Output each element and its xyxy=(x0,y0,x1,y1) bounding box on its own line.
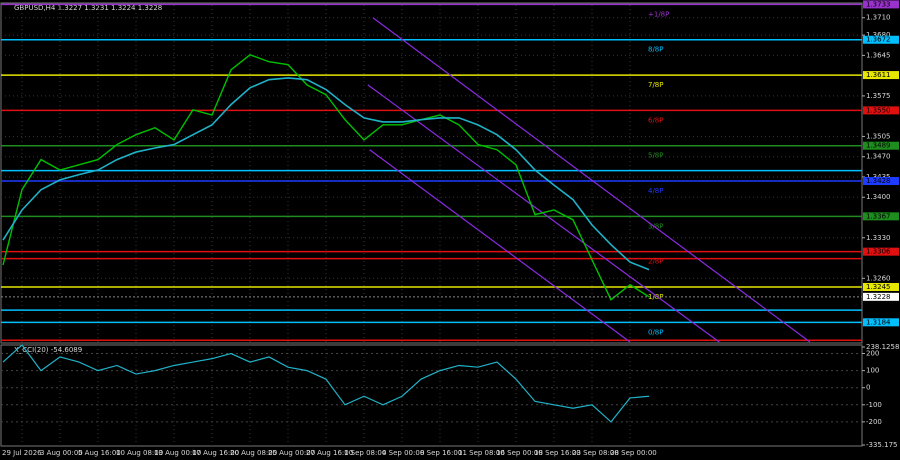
cci-tick-label: 0 xyxy=(866,384,870,392)
level-price-box xyxy=(863,318,899,327)
cci-tick-label: 100 xyxy=(866,367,879,375)
x-tick-label: 3 Aug 00:00 xyxy=(40,449,83,457)
x-tick-label: 23 Sep 08:00 xyxy=(572,449,619,457)
level-price-box xyxy=(863,177,899,186)
level-price: 1.3245 xyxy=(866,283,891,291)
x-tick-label: 16 Sep 00:00 xyxy=(496,449,543,457)
y-tick-label: 1.3710 xyxy=(866,14,891,22)
level-price: 1.3306 xyxy=(866,248,891,256)
channel-line xyxy=(372,17,811,343)
level-name: 7/8P xyxy=(648,81,664,89)
x-tick-label: 8 Sep 16:00 xyxy=(420,449,462,457)
y-tick-label: 1.3400 xyxy=(866,193,891,201)
level-price: 1.3733 xyxy=(866,0,891,8)
x-tick-label: 29 Jul 2026 xyxy=(2,449,42,457)
chart-title: GBPUSD,H4 1.3227 1.3231 1.3224 1.3228 xyxy=(14,4,162,12)
x-tick-label: 18 Sep 16:00 xyxy=(534,449,581,457)
level-price: 1.3611 xyxy=(866,71,891,79)
y-tick-label: 1.3470 xyxy=(866,153,891,161)
x-tick-label: 11 Sep 08:00 xyxy=(458,449,505,457)
y-tick-label: 1.3435 xyxy=(866,173,891,181)
cci-title: X_CCI(20) -54.6089 xyxy=(14,346,82,354)
level-price-box xyxy=(863,141,899,150)
y-tick-label: 1.3575 xyxy=(866,92,891,100)
level-price: 1.3489 xyxy=(866,142,891,150)
x-tick-label: 10 Aug 08:00 xyxy=(116,449,163,457)
current-price: 1.3228 xyxy=(866,293,891,301)
level-name: 4/8P xyxy=(648,187,664,195)
y-tick-label: 1.3505 xyxy=(866,132,891,140)
y-tick-label: 1.3260 xyxy=(866,274,891,282)
cci-tick-label: 238.1258 xyxy=(866,343,899,351)
cci-tick-label: -100 xyxy=(866,401,882,409)
level-price-box xyxy=(863,247,899,256)
level-name: 2/8P xyxy=(648,258,664,266)
y-tick-label: 1.3330 xyxy=(866,234,891,242)
level-price-box xyxy=(863,71,899,80)
x-tick-label: 17 Aug 16:00 xyxy=(192,449,239,457)
x-tick-label: 25 Aug 00:00 xyxy=(268,449,315,457)
level-price-box xyxy=(863,212,899,221)
level-name: 8/8P xyxy=(648,46,664,54)
level-name: +1/8P xyxy=(648,10,669,18)
level-price: 1.3672 xyxy=(866,36,891,44)
main-frame xyxy=(0,2,863,344)
x-tick-label: 4 Sep 00:00 xyxy=(382,449,424,457)
x-tick-label: 5 Aug 16:00 xyxy=(78,449,121,457)
level-price-box xyxy=(863,35,899,44)
level-price: 1.3184 xyxy=(866,318,891,326)
x-tick-label: 20 Aug 08:00 xyxy=(230,449,277,457)
channel-line xyxy=(369,149,631,343)
x-tick-label: 1 Sep 08:00 xyxy=(344,449,386,457)
cci-tick-label: -335.175 xyxy=(866,441,897,449)
x-tick-label: 13 Aug 00:00 xyxy=(154,449,201,457)
level-price-box xyxy=(863,0,899,9)
level-name: 3/8P xyxy=(648,222,664,230)
cci-tick-label: -200 xyxy=(866,418,882,426)
level-price: 1.3428 xyxy=(866,177,891,185)
level-price: 1.3550 xyxy=(866,106,891,114)
x-tick-label: 27 Aug 16:00 xyxy=(306,449,353,457)
price-line xyxy=(2,344,650,423)
level-price-box xyxy=(863,106,899,115)
price-line xyxy=(2,54,650,301)
level-name: 1/8P xyxy=(648,293,664,301)
current-price-box xyxy=(863,292,899,301)
cci-tick-label: 200 xyxy=(866,350,879,358)
price-line xyxy=(2,77,650,271)
level-price: 1.3367 xyxy=(866,212,891,220)
cci-frame xyxy=(0,344,863,447)
level-name: 0/8P xyxy=(648,328,664,336)
level-name: 6/8P xyxy=(648,116,664,124)
y-tick-label: 1.3680 xyxy=(866,31,891,39)
level-price-box xyxy=(863,282,899,291)
level-name: 5/8P xyxy=(648,152,664,160)
x-tick-label: 28 Sep 00:00 xyxy=(610,449,657,457)
channel-line xyxy=(367,84,720,343)
y-tick-label: 1.3645 xyxy=(866,51,891,59)
